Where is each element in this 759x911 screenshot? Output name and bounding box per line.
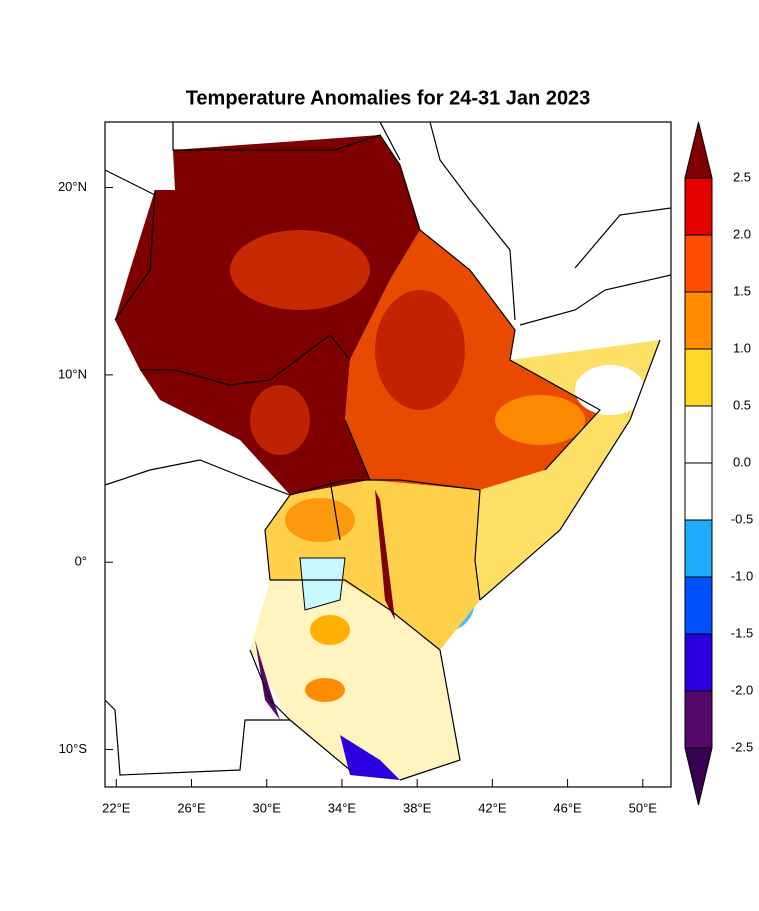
x-tick-label: 34°E: [328, 800, 357, 815]
colorbar-label: -0.5: [731, 511, 753, 526]
colorbar-label: 0.5: [733, 397, 751, 412]
x-tick-label: 38°E: [403, 800, 432, 815]
y-tick-label: 10°S: [59, 741, 88, 756]
colorbar-bin: [684, 576, 713, 635]
x-tick-label: 50°E: [629, 800, 658, 815]
anomaly-patch: [230, 230, 370, 310]
anomaly-patch: [310, 615, 350, 645]
map-area: [104, 121, 672, 788]
anomaly-patch: [340, 735, 400, 780]
anomaly-patch: [250, 385, 310, 455]
anomaly-patch: [495, 395, 585, 445]
country-borders: [104, 121, 672, 781]
colorbar-label: 2.0: [733, 226, 751, 241]
x-tick-label: 42°E: [478, 800, 507, 815]
map-title: Temperature Anomalies for 24-31 Jan 2023: [186, 87, 591, 109]
colorbar-bin: [684, 462, 713, 521]
colorbar-label: -2.5: [731, 739, 753, 754]
colorbar-bin: [684, 348, 713, 407]
anomaly-patch: [575, 365, 645, 415]
colorbar-label: -1.5: [731, 625, 753, 640]
colorbar-bin: [684, 177, 713, 236]
anomaly-patch: [375, 290, 465, 410]
colorbar-label: 0.0: [733, 454, 751, 469]
y-tick-label: 10°N: [58, 366, 87, 381]
colorbar-bin: [684, 405, 713, 464]
x-tick-label: 22°E: [102, 800, 131, 815]
colorbar-bin: [684, 234, 713, 293]
map-frame: [104, 121, 672, 788]
colorbar-over: [684, 121, 713, 179]
y-tick-label: 0°: [75, 554, 87, 569]
colorbar-under: [684, 747, 713, 806]
region-north: [115, 135, 420, 495]
anomaly-patch: [375, 490, 395, 620]
lake: [299, 557, 346, 611]
x-tick-label: 30°E: [253, 800, 282, 815]
colorbar-label: 1.0: [733, 340, 751, 355]
anomaly-patch: [285, 498, 355, 542]
colorbar-bin: [684, 690, 713, 749]
colorbar-label: 1.5: [733, 283, 751, 298]
x-tick-label: 26°E: [177, 800, 206, 815]
y-tick-label: 20°N: [58, 179, 87, 194]
colorbar-bin: [684, 633, 713, 692]
colorbar-label: 2.5: [733, 169, 751, 184]
x-tick-label: 46°E: [553, 800, 582, 815]
colorbar-bin: [684, 291, 713, 350]
colorbar-label: -1.0: [731, 568, 753, 583]
colorbar-label: -2.0: [731, 682, 753, 697]
colorbar-bin: [684, 519, 713, 578]
anomaly-patch: [305, 678, 345, 702]
